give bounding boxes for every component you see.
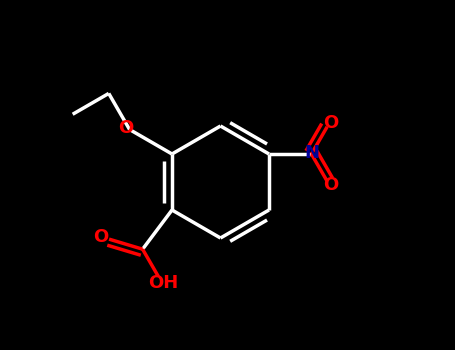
Text: N: N: [304, 144, 319, 162]
Text: O: O: [323, 176, 339, 194]
Text: O: O: [93, 229, 108, 246]
Text: OH: OH: [148, 274, 179, 292]
Text: O: O: [118, 119, 134, 137]
Text: O: O: [323, 114, 339, 132]
